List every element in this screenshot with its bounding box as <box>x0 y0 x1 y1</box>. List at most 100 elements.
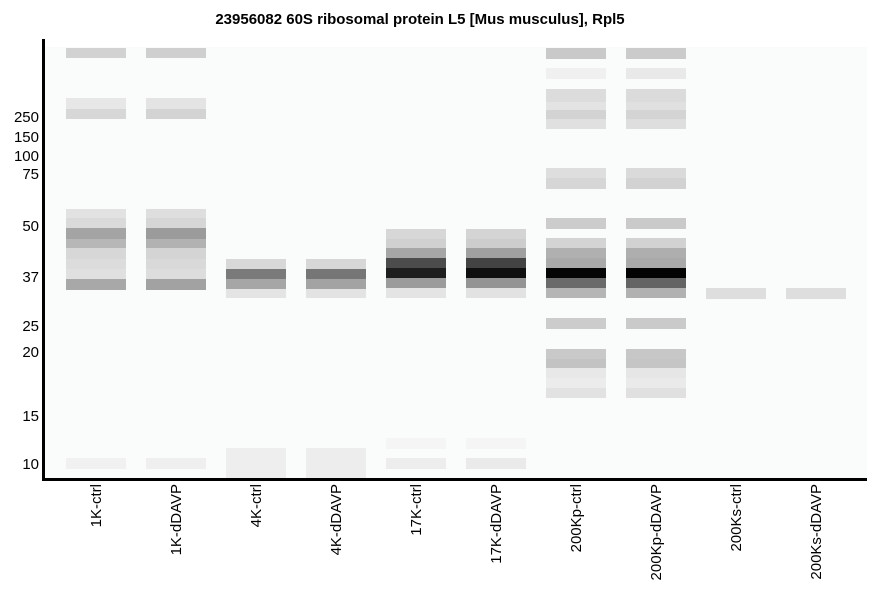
gel-band <box>546 119 606 129</box>
gel-band <box>466 278 526 288</box>
gel-band <box>66 458 126 469</box>
y-tick-label: 25 <box>22 318 39 335</box>
gel-band <box>466 288 526 298</box>
gel-band <box>626 110 686 119</box>
gel-band <box>546 48 606 59</box>
gel-band <box>626 268 686 278</box>
gel-band <box>626 378 686 388</box>
gel-band <box>626 178 686 189</box>
gel-band <box>226 269 286 279</box>
gel-band <box>386 268 446 278</box>
gel-band <box>706 288 766 299</box>
gel-band <box>546 218 606 229</box>
gel-band <box>626 168 686 178</box>
x-axis-label: 1K-ctrl <box>88 484 105 528</box>
gel-band <box>226 448 286 478</box>
gel-band <box>386 239 446 248</box>
x-axis-label: 17K-ctrl <box>408 484 425 536</box>
gel-band <box>66 98 126 109</box>
gel-band <box>626 258 686 268</box>
gel-band <box>546 388 606 398</box>
y-tick-label: 50 <box>22 218 39 235</box>
gel-band <box>546 318 606 329</box>
gel-band <box>466 438 526 449</box>
gel-band <box>626 388 686 398</box>
gel-band <box>466 229 526 239</box>
gel-band <box>386 248 446 258</box>
gel-band <box>66 248 126 259</box>
y-tick-label: 150 <box>13 129 39 146</box>
y-tick-label: 20 <box>22 344 39 361</box>
gel-band <box>226 279 286 289</box>
gel-band <box>66 209 126 218</box>
gel-band <box>626 89 686 102</box>
x-axis-label: 17K-dDAVP <box>488 484 505 564</box>
x-axis-label: 4K-ctrl <box>248 484 265 528</box>
x-axis-label: 200Ks-dDAVP <box>808 484 825 580</box>
gel-band <box>226 289 286 298</box>
gel-band <box>306 279 366 289</box>
gel-band <box>626 119 686 129</box>
gel-band <box>146 218 206 228</box>
gel-band <box>146 248 206 259</box>
gel-band <box>546 89 606 102</box>
gel-band <box>146 48 206 58</box>
gel-band <box>66 218 126 228</box>
gel-band <box>66 259 126 269</box>
gel-band <box>626 318 686 329</box>
gel-band <box>306 269 366 279</box>
y-axis-line <box>42 39 45 481</box>
gel-band <box>146 269 206 279</box>
chart-title: 23956082 60S ribosomal protein L5 [Mus m… <box>215 11 625 28</box>
y-tick-label: 15 <box>22 408 39 425</box>
gel-band <box>386 278 446 288</box>
gel-band <box>546 68 606 79</box>
gel-band <box>386 288 446 298</box>
x-axis-label: 200Kp-dDAVP <box>648 484 665 581</box>
x-axis-label: 200Kp-ctrl <box>568 484 585 553</box>
y-tick-label: 37 <box>22 269 39 286</box>
gel-band <box>626 359 686 368</box>
gel-band <box>626 368 686 378</box>
gel-band <box>146 209 206 218</box>
gel-band <box>546 238 606 248</box>
gel-band <box>466 248 526 258</box>
gel-band <box>546 368 606 378</box>
gel-band <box>786 288 846 299</box>
gel-band <box>546 102 606 110</box>
gel-band <box>66 279 126 290</box>
y-tick-label: 75 <box>22 166 39 183</box>
gel-band <box>146 458 206 469</box>
gel-band <box>146 98 206 109</box>
gel-band <box>66 48 126 58</box>
gel-band <box>626 68 686 79</box>
gel-band <box>546 268 606 278</box>
gel-band <box>546 359 606 368</box>
gel-band <box>386 438 446 449</box>
gel-band <box>386 229 446 239</box>
gel-band <box>626 238 686 248</box>
y-tick-label: 10 <box>22 456 39 473</box>
x-axis-label: 4K-dDAVP <box>328 484 345 556</box>
x-axis-label: 200Ks-ctrl <box>728 484 745 552</box>
gel-band <box>386 258 446 268</box>
gel-band <box>306 289 366 298</box>
gel-band <box>546 258 606 268</box>
gel-band <box>546 178 606 189</box>
gel-band <box>626 288 686 298</box>
gel-band <box>546 168 606 178</box>
gel-band <box>466 458 526 469</box>
gel-band <box>66 239 126 248</box>
gel-band <box>226 259 286 269</box>
gel-band <box>66 228 126 239</box>
x-axis-line <box>42 478 867 481</box>
gel-band <box>546 349 606 359</box>
gel-band <box>466 258 526 268</box>
y-tick-label: 100 <box>13 148 39 165</box>
gel-band <box>626 349 686 359</box>
gel-band <box>546 110 606 119</box>
gel-band <box>626 48 686 59</box>
gel-band <box>546 248 606 258</box>
gel-band <box>626 278 686 288</box>
